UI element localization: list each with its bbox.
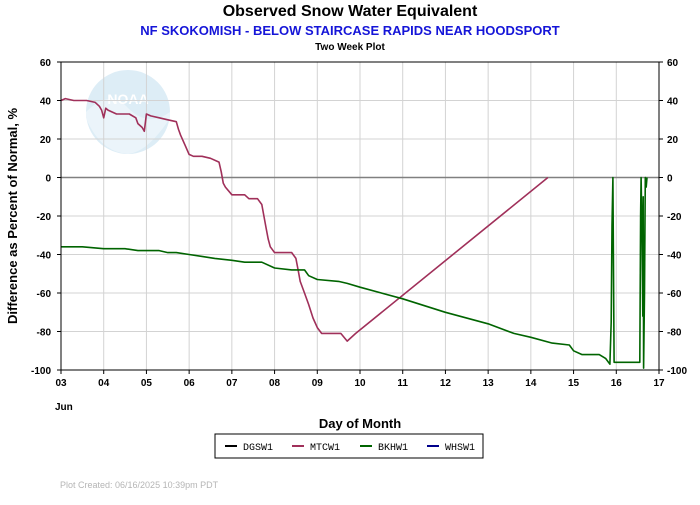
x-tick-label: 14 xyxy=(525,378,537,389)
series-line-mtcw1 xyxy=(60,97,549,342)
x-tick-label: 08 xyxy=(269,378,281,389)
chart-subsubtitle: Two Week Plot xyxy=(315,42,385,53)
x-tick-label: 16 xyxy=(611,378,623,389)
x-axis-label: Day of Month xyxy=(319,416,401,431)
x-tick-label: 03 xyxy=(55,378,67,389)
x-tick-label: 15 xyxy=(568,378,580,389)
y-tick-label: -20 xyxy=(37,212,52,223)
y-tick-label: 40 xyxy=(40,97,52,108)
noaa-logo-text: NOAA xyxy=(107,91,148,107)
chart-title: Observed Snow Water Equivalent xyxy=(223,3,478,20)
series-layer xyxy=(60,97,648,369)
y-tick-label-right: -60 xyxy=(667,289,682,300)
y-tick-label-right: -40 xyxy=(667,251,682,262)
x-tick-label: 04 xyxy=(98,378,110,389)
y-tick-label: 0 xyxy=(45,174,51,185)
legend: DGSW1 MTCW1 BKHW1 WHSW1 xyxy=(214,433,484,459)
y-tick-label-right: 0 xyxy=(667,174,673,185)
y-tick-label-right: -100 xyxy=(667,366,687,377)
x-tick-label: 17 xyxy=(653,378,665,389)
x-tick-label: 06 xyxy=(184,378,196,389)
x-axis: 03 04 05 06 07 08 09 10 11 12 13 14 15 16 17 xyxy=(55,370,665,389)
y-axis-left: 60 40 20 0 -20 -40 -60 -80 -100 xyxy=(31,58,61,377)
legend-label-bkhw1: BKHW1 xyxy=(378,443,408,454)
y-tick-label-right: 40 xyxy=(667,97,679,108)
legend-label-dgsw1: DGSW1 xyxy=(243,443,273,454)
plot-created-footer: Plot Created: 06/16/2025 10:39pm PDT xyxy=(60,480,219,490)
y-axis-right: 60 40 20 0 -20 -40 -60 -80 -100 xyxy=(659,58,687,377)
y-tick-label: 20 xyxy=(40,135,52,146)
x-tick-label: 11 xyxy=(397,378,408,389)
y-tick-label: 60 xyxy=(40,58,52,69)
chart-subtitle: NF SKOKOMISH - BELOW STAIRCASE RAPIDS NE… xyxy=(140,23,559,38)
y-tick-label-right: 60 xyxy=(667,58,679,69)
x-tick-label: 10 xyxy=(354,378,366,389)
noaa-logo-icon: NOAA xyxy=(86,70,170,154)
x-month-label: Jun xyxy=(55,402,73,413)
y-tick-label: -100 xyxy=(31,366,51,377)
y-tick-label-right: -80 xyxy=(667,328,682,339)
y-tick-label: -40 xyxy=(37,251,52,262)
y-tick-label-right: -20 xyxy=(667,212,682,223)
legend-label-mtcw1: MTCW1 xyxy=(310,443,340,454)
x-tick-label: 07 xyxy=(226,378,238,389)
x-tick-label: 13 xyxy=(483,378,495,389)
y-tick-label: -80 xyxy=(37,328,52,339)
y-tick-label: -60 xyxy=(37,289,52,300)
legend-label-whsw1: WHSW1 xyxy=(445,443,475,454)
x-tick-label: 12 xyxy=(440,378,452,389)
y-axis-label: Difference as Percent of Normal, % xyxy=(5,108,20,324)
x-tick-label: 05 xyxy=(141,378,153,389)
x-tick-label: 09 xyxy=(312,378,324,389)
y-tick-label-right: 20 xyxy=(667,135,679,146)
series-line-bkhw1 xyxy=(61,176,648,369)
